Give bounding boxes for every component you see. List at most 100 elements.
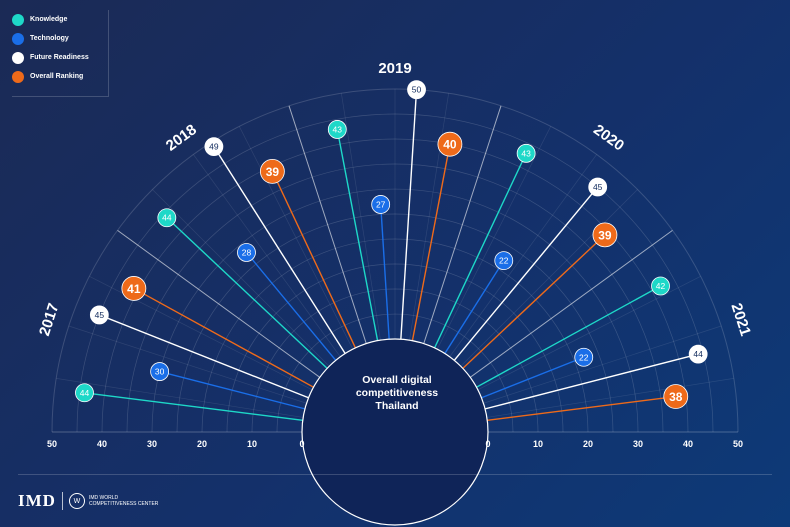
data-label-2019-technology: 27 xyxy=(376,199,386,209)
marker-2018-future-readiness xyxy=(204,137,224,157)
legend-label-knowledge: Knowledge xyxy=(30,16,68,23)
marker-2018-technology xyxy=(237,243,256,262)
year-label-2018: 2018 xyxy=(163,121,200,154)
axis-tick-left-30: 30 xyxy=(147,439,157,449)
center-label-line-1: Overall digital xyxy=(362,374,432,386)
data-label-2021-technology: 22 xyxy=(579,352,589,362)
spoke-2017-technology xyxy=(159,370,306,410)
legend-dot-future-readiness xyxy=(12,51,24,64)
legend-dot-overall-ranking xyxy=(12,70,24,83)
marker-2017-knowledge xyxy=(75,383,94,403)
grid-arc xyxy=(276,313,514,433)
legend-label-technology: Technology xyxy=(30,35,69,42)
data-label-2021-overall-ranking: 38 xyxy=(669,390,683,404)
spoke-2020-overall-ranking xyxy=(462,234,606,369)
axis-tick-right-30: 30 xyxy=(633,439,643,449)
marker-2020-knowledge xyxy=(516,143,536,163)
grid-arc xyxy=(51,88,739,433)
data-label-2018-future-readiness: 49 xyxy=(209,142,219,152)
year-label-2017: 2017 xyxy=(36,301,62,338)
center-label-line-2: competitiveness xyxy=(356,387,438,399)
grid-arc xyxy=(226,263,564,433)
grid-ray xyxy=(152,189,330,367)
grid-arc xyxy=(151,188,639,433)
grid-arc xyxy=(176,213,614,433)
grid-ray xyxy=(460,189,638,367)
grid-ray xyxy=(238,126,354,350)
grid-ray xyxy=(193,154,341,357)
spoke-2017-overall-ranking xyxy=(133,287,314,388)
axis-tick-right-20: 20 xyxy=(583,439,593,449)
marker-2020-overall-ranking xyxy=(592,222,618,248)
year-separator xyxy=(423,105,502,344)
legend-item-technology: Technology xyxy=(12,29,108,48)
marker-2021-technology xyxy=(574,347,594,367)
marker-2021-future-readiness xyxy=(688,344,708,364)
spoke-2019-technology xyxy=(379,204,390,340)
spoke-2021-technology xyxy=(481,356,585,399)
data-label-2017-future-readiness: 45 xyxy=(95,310,105,320)
data-label-2019-overall-ranking: 40 xyxy=(443,138,457,152)
marker-2019-overall-ranking xyxy=(437,131,463,157)
spoke-2019-future-readiness xyxy=(400,89,418,340)
year-separator xyxy=(117,229,321,378)
center-label-line-3: Thailand xyxy=(375,400,418,412)
axis-tick-right-50: 50 xyxy=(733,439,743,449)
year-separator-lines xyxy=(117,105,673,378)
year-label-2021: 2021 xyxy=(727,301,753,338)
data-label-2021-knowledge: 42 xyxy=(656,281,666,291)
marker-2019-technology xyxy=(371,195,391,214)
grid-ray xyxy=(483,325,722,404)
spoke-2019-overall-ranking xyxy=(411,144,451,341)
spoke-2018-knowledge xyxy=(166,217,328,369)
marker-2020-future-readiness xyxy=(588,177,608,197)
data-label-2020-technology: 22 xyxy=(499,256,509,266)
wcc-logo-icon: W xyxy=(68,493,85,509)
spoke-2020-future-readiness xyxy=(453,186,599,361)
marker-2021-knowledge xyxy=(651,276,670,296)
grid-ray xyxy=(486,377,734,418)
axis-tick-left-50: 50 xyxy=(47,439,57,449)
axis-tick-right-0: 0 xyxy=(485,439,490,449)
axis-tick-left-40: 40 xyxy=(97,439,107,449)
spoke-2017-future-readiness xyxy=(99,314,309,399)
legend-label-overall-ranking: Overall Ranking xyxy=(30,73,84,80)
marker-2017-future-readiness xyxy=(89,305,109,325)
marker-2021-overall-ranking xyxy=(663,384,689,409)
spoke-2021-future-readiness xyxy=(484,353,699,410)
legend-item-overall-ranking: Overall Ranking xyxy=(12,67,108,86)
data-label-2017-technology: 30 xyxy=(155,367,165,377)
spoke-2018-overall-ranking xyxy=(271,171,357,349)
marker-2020-technology xyxy=(494,251,514,271)
axis-tick-right-10: 10 xyxy=(533,439,543,449)
data-label-2019-future-readiness: 50 xyxy=(412,85,422,95)
grid-ray xyxy=(449,154,597,357)
axis-tick-left-10: 10 xyxy=(247,439,257,449)
grid-ray xyxy=(436,126,552,350)
year-separator xyxy=(469,229,673,378)
year-label-2020: 2020 xyxy=(590,121,627,154)
legend: Knowledge Technology Future Readiness Ov… xyxy=(12,10,109,97)
spoke-2020-knowledge xyxy=(433,153,527,349)
data-label-2018-overall-ranking: 39 xyxy=(266,165,280,179)
marker-2017-overall-ranking xyxy=(121,276,147,301)
legend-item-future-readiness: Future Readiness xyxy=(12,48,108,67)
spoke-2020-technology xyxy=(444,260,505,354)
axis-tick-labels: 50 50 40 40 30 30 20 20 10 10 0 0 xyxy=(47,439,743,449)
data-label-2021-future-readiness: 44 xyxy=(693,349,703,359)
grid-ray xyxy=(56,377,304,418)
legend-dot-technology xyxy=(12,32,24,45)
grid-ray xyxy=(409,93,450,341)
axis-tick-left-20: 20 xyxy=(197,439,207,449)
grid-ray xyxy=(340,93,381,341)
data-label-2020-future-readiness: 45 xyxy=(593,182,603,192)
center-disc xyxy=(301,338,489,526)
data-label-2017-knowledge: 44 xyxy=(80,388,90,398)
legend-item-knowledge: Knowledge xyxy=(12,10,108,29)
marker-2019-future-readiness xyxy=(407,80,426,100)
spoke-2021-knowledge xyxy=(476,285,661,388)
data-label-2018-technology: 28 xyxy=(242,247,252,257)
marker-2017-technology xyxy=(150,362,170,381)
grid-arc xyxy=(201,238,589,433)
